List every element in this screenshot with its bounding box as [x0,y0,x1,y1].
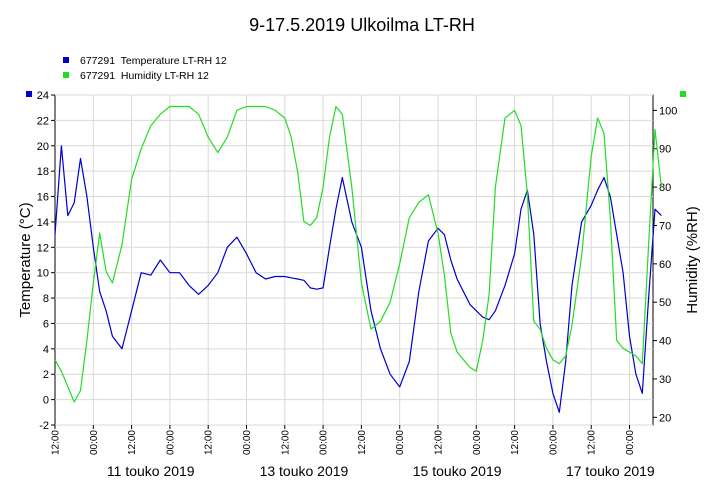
x-date-labels: 11 touko 2019 13 touko 2019 15 touko 2019 1… [107,463,655,479]
x-date-label: 13 touko 2019 [260,463,349,479]
x-tick-label: 12:00 [204,430,215,455]
y-tick-label: -2 [39,420,49,432]
y-tick-label: 24 [37,90,49,102]
x-date-label: 15 touko 2019 [413,463,502,479]
y-axis-label: Temperature (°C) [17,202,34,317]
x-tick-label: 12:00 [434,430,445,455]
y-tick-label: 2 [43,369,49,381]
series-group [54,105,662,413]
y2-tick-label: 80 [659,182,671,194]
humidity-series-line [54,105,662,403]
y2-axis-label: Humidity (%RH) [684,206,701,314]
x-tick-label: 12:00 [357,430,368,455]
y2-tick-label: 100 [659,105,677,117]
x-axis: 12:00 00:00 12:00 00:00 12:00 00:00 12:00 00:00… [51,425,636,455]
legend-humidity-swatch [63,72,69,78]
x-tick-label: 12:00 [127,430,138,455]
chart-title: 9-17.5.2019 Ulkoilma LT-RH [249,15,475,35]
y-tick-label: 6 [43,318,49,330]
y-tick-label: 16 [37,192,49,204]
x-tick-label: 12:00 [51,430,62,455]
y-tick-label: 18 [37,166,49,178]
y2-tick-label: 50 [659,297,671,309]
x-tick-label: 00:00 [319,430,330,455]
y-tick-label: 12 [37,242,49,254]
x-tick-label: 12:00 [280,430,291,455]
right-axis-marker [680,91,686,97]
y-tick-label: 4 [43,344,49,356]
y-tick-label: 0 [43,395,49,407]
right-axis: 100 90 80 70 60 50 40 30 20 [653,105,677,424]
x-tick-label: 00:00 [625,430,636,455]
temperature-series-line [54,145,662,413]
y2-tick-label: 40 [659,336,671,348]
legend: 677291 Temperature LT-RH 12 677291 Humid… [63,55,227,82]
plot-frame [54,94,654,426]
legend-temperature-label: 677291 Temperature LT-RH 12 [80,55,227,67]
y2-tick-label: 30 [659,374,671,386]
x-tick-label: 00:00 [89,430,100,455]
y-tick-label: 10 [37,268,49,280]
legend-humidity-label: 677291 Humidity LT-RH 12 [80,70,209,82]
y2-tick-label: 20 [659,412,671,424]
legend-temperature-swatch [63,57,69,63]
x-tick-label: 12:00 [587,430,598,455]
x-date-label: 11 touko 2019 [107,463,195,479]
x-tick-label: 00:00 [548,430,559,455]
x-date-label: 17 touko 2019 [566,463,655,479]
y2-tick-label: 70 [659,220,671,232]
y-tick-label: 22 [37,115,49,127]
x-tick-label: 12:00 [510,430,521,455]
y-tick-label: 14 [37,217,49,229]
x-tick-label: 00:00 [395,430,406,455]
x-tick-label: 00:00 [472,430,483,455]
y-tick-label: 20 [37,141,49,153]
y2-tick-label: 60 [659,259,671,271]
x-tick-label: 00:00 [165,430,176,455]
x-tick-label: 00:00 [242,430,253,455]
y-tick-label: 8 [43,293,49,305]
y2-tick-label: 90 [659,144,671,156]
left-axis-marker [26,91,32,97]
